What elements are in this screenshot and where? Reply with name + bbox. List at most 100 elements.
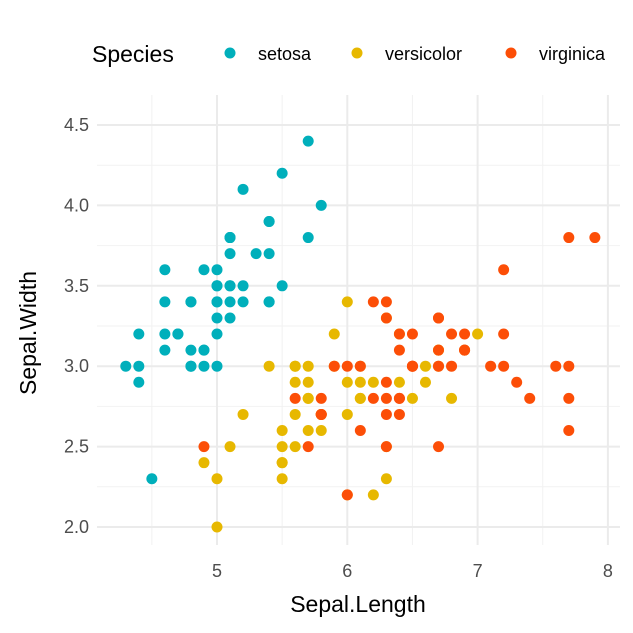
point-virginica xyxy=(393,408,405,420)
point-setosa xyxy=(198,360,210,372)
point-versicolor xyxy=(341,296,353,308)
point-virginica xyxy=(341,360,353,372)
x-tick-label: 8 xyxy=(603,561,613,581)
point-setosa xyxy=(250,248,262,260)
point-setosa xyxy=(302,135,314,147)
x-tick-label: 7 xyxy=(473,561,483,581)
point-virginica xyxy=(563,360,575,372)
point-setosa xyxy=(211,264,223,276)
point-virginica xyxy=(354,425,366,437)
point-virginica xyxy=(485,360,497,372)
point-virginica xyxy=(589,232,601,244)
point-virginica xyxy=(498,264,510,276)
point-versicolor xyxy=(263,360,275,372)
point-setosa xyxy=(211,280,223,292)
point-virginica xyxy=(433,441,445,453)
legend-label-setosa: setosa xyxy=(258,44,312,64)
point-virginica xyxy=(380,312,392,324)
point-setosa xyxy=(302,232,314,244)
point-virginica xyxy=(380,392,392,404)
point-virginica xyxy=(367,296,379,308)
point-versicolor xyxy=(302,392,314,404)
point-setosa xyxy=(211,328,223,340)
point-versicolor xyxy=(276,441,288,453)
point-versicolor xyxy=(367,376,379,388)
y-tick-label: 4.0 xyxy=(64,195,89,215)
point-virginica xyxy=(406,360,418,372)
point-virginica xyxy=(393,344,405,356)
point-setosa xyxy=(237,280,249,292)
point-versicolor xyxy=(341,408,353,420)
point-virginica xyxy=(498,360,510,372)
point-versicolor xyxy=(419,376,431,388)
point-setosa xyxy=(211,360,223,372)
point-setosa xyxy=(185,344,197,356)
point-versicolor xyxy=(354,392,366,404)
point-virginica xyxy=(367,392,379,404)
y-tick-label: 4.5 xyxy=(64,115,89,135)
x-axis-title: Sepal.Length xyxy=(290,591,426,617)
point-setosa xyxy=(237,296,249,308)
point-setosa xyxy=(263,215,275,227)
legend-title: Species xyxy=(92,41,174,67)
point-setosa xyxy=(276,167,288,179)
point-virginica xyxy=(328,360,340,372)
point-versicolor xyxy=(276,473,288,485)
point-setosa xyxy=(172,328,184,340)
point-setosa xyxy=(133,328,145,340)
point-setosa xyxy=(224,296,236,308)
point-virginica xyxy=(446,328,458,340)
point-versicolor xyxy=(341,376,353,388)
point-versicolor xyxy=(237,408,249,420)
point-setosa xyxy=(185,296,197,308)
point-virginica xyxy=(433,344,445,356)
point-virginica xyxy=(380,408,392,420)
point-virginica xyxy=(289,392,301,404)
point-setosa xyxy=(263,248,275,260)
point-virginica xyxy=(550,360,562,372)
point-setosa xyxy=(224,232,236,244)
point-setosa xyxy=(133,360,145,372)
point-versicolor xyxy=(446,392,458,404)
point-setosa xyxy=(133,376,145,388)
point-versicolor xyxy=(289,441,301,453)
point-versicolor xyxy=(211,521,223,533)
point-setosa xyxy=(263,296,275,308)
point-setosa xyxy=(198,264,210,276)
point-versicolor xyxy=(198,457,210,469)
point-versicolor xyxy=(302,425,314,437)
point-virginica xyxy=(498,328,510,340)
point-versicolor xyxy=(328,328,340,340)
point-versicolor xyxy=(289,376,301,388)
grid xyxy=(97,95,620,545)
point-versicolor xyxy=(224,441,236,453)
point-setosa xyxy=(120,360,132,372)
point-setosa xyxy=(276,280,288,292)
legend: setosa versicolor virginica xyxy=(224,44,606,64)
point-versicolor xyxy=(276,457,288,469)
point-versicolor xyxy=(302,360,314,372)
point-setosa xyxy=(185,360,197,372)
tick-labels: 5 6 7 8 2.0 2.5 3.0 3.5 4.0 4.5 xyxy=(64,115,613,581)
point-setosa xyxy=(211,296,223,308)
point-virginica xyxy=(380,296,392,308)
point-virginica xyxy=(524,392,536,404)
point-virginica xyxy=(433,312,445,324)
point-virginica xyxy=(459,328,471,340)
point-setosa xyxy=(224,280,236,292)
point-virginica xyxy=(433,360,445,372)
point-versicolor xyxy=(367,489,379,501)
point-versicolor xyxy=(276,425,288,437)
point-setosa xyxy=(224,248,236,260)
point-virginica xyxy=(341,489,353,501)
point-setosa xyxy=(237,183,249,195)
legend-key-virginica xyxy=(505,47,517,59)
point-setosa xyxy=(198,344,210,356)
legend-label-versicolor: versicolor xyxy=(385,44,462,64)
point-virginica xyxy=(315,408,327,420)
point-versicolor xyxy=(302,376,314,388)
point-versicolor xyxy=(289,360,301,372)
point-setosa xyxy=(146,473,158,485)
point-virginica xyxy=(198,441,210,453)
